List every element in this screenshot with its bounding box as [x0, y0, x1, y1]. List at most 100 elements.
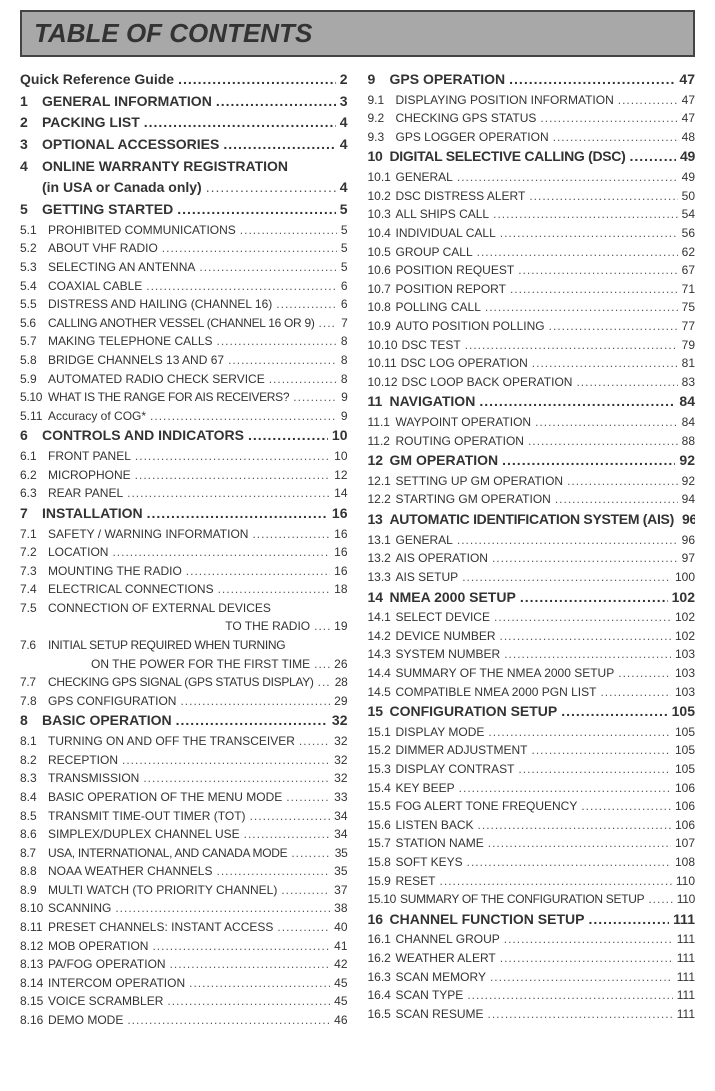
toc-label: GPS OPERATION [390, 69, 510, 91]
toc-page-number: 38 [330, 899, 347, 918]
toc-leader-dots [588, 909, 669, 931]
toc-label: CONTROLS AND INDICATORS [42, 425, 248, 447]
toc-number: 5.10 [20, 388, 48, 407]
toc-number: 7.4 [20, 580, 48, 599]
toc-sub-row: 8.7 USA, INTERNATIONAL, AND CANADA MODE … [20, 844, 348, 863]
toc-label: GPS LOGGER OPERATION [396, 128, 553, 147]
toc-page-number: 92 [678, 472, 695, 491]
toc-number: 14.2 [368, 627, 396, 646]
toc-section-row: 10 DIGITAL SELECTIVE CALLING (DSC) 49 [368, 146, 696, 168]
toc-label-cont: ON THE POWER FOR THE FIRST TIME [91, 655, 314, 674]
toc-leader-dots [553, 128, 678, 147]
toc-page-number: 102 [671, 627, 695, 646]
toc-section-row: 5 GETTING STARTED 5 [20, 199, 348, 221]
toc-number: 8.5 [20, 807, 48, 826]
toc-page-number: 84 [675, 391, 695, 413]
toc-sub-row: 7.2 LOCATION 16 [20, 543, 348, 562]
toc-number: 16.1 [368, 930, 396, 949]
toc-page-number: 111 [673, 949, 695, 968]
toc-number: 8.16 [20, 1011, 48, 1030]
toc-page-number: 106 [671, 797, 695, 816]
toc-number: 15.4 [368, 779, 396, 798]
toc-sub-row: 14.4 SUMMARY OF THE NMEA 2000 SETUP 103 [368, 664, 696, 683]
toc-leader-dots [216, 862, 330, 881]
toc-sub-row: 16.2 WEATHER ALERT 111 [368, 949, 696, 968]
toc-number: 16.4 [368, 986, 396, 1005]
toc-label: INITIAL SETUP REQUIRED WHEN TURNING [48, 636, 289, 655]
toc-label: SUMMARY OF THE NMEA 2000 SETUP [396, 664, 619, 683]
toc-number: 14.3 [368, 645, 396, 664]
toc-leader-dots [535, 413, 678, 432]
toc-sub-row: 7.7 CHECKING GPS SIGNAL (GPS STATUS DISP… [20, 673, 348, 692]
toc-number: 10.7 [368, 280, 396, 299]
toc-label: DIMMER ADJUSTMENT [396, 741, 532, 760]
toc-label: MULTI WATCH (TO PRIORITY CHANNEL) [48, 881, 281, 900]
toc-title: TABLE OF CONTENTS [34, 18, 681, 49]
toc-number: 7.1 [20, 525, 48, 544]
toc-sub-row: 15.2 DIMMER ADJUSTMENT 105 [368, 741, 696, 760]
toc-leader-dots [180, 692, 330, 711]
toc-section-row: 16 CHANNEL FUNCTION SETUP 111 [368, 909, 696, 931]
toc-number: 5 [20, 199, 42, 221]
toc-label: TRANSMISSION [48, 769, 143, 788]
toc-sub-row: 12.2 STARTING GM OPERATION 94 [368, 490, 696, 509]
toc-number: 12.2 [368, 490, 396, 509]
toc-leader-dots [504, 930, 673, 949]
toc-page-number: 103 [671, 664, 695, 683]
toc-number: 10.1 [368, 168, 396, 187]
toc-leader-dots [488, 723, 671, 742]
toc-page-number: 29 [330, 692, 347, 711]
toc-sub-row: 5.4 COAXIAL CABLE 6 [20, 277, 348, 296]
toc-number: 5.5 [20, 295, 48, 314]
toc-page-number: 94 [678, 490, 695, 509]
toc-leader-dots [648, 890, 672, 909]
toc-page-number: 9 [337, 388, 347, 407]
toc-number: 11 [368, 391, 390, 413]
toc-page-number: 6 [337, 277, 348, 296]
toc-number: 9 [368, 69, 390, 91]
toc-page-number: 111 [673, 1005, 695, 1024]
toc-continuation-row: (in USA or Canada only) 4 [20, 177, 348, 199]
toc-label: PA/FOG OPERATION [48, 955, 170, 974]
toc-label: AIS SETUP [396, 568, 463, 587]
toc-number: 14.4 [368, 664, 396, 683]
toc-page-number: 40 [330, 918, 347, 937]
toc-leader-dots [561, 701, 667, 723]
toc-section-row: 13 AUTOMATIC IDENTIFICATION SYSTEM (AIS)… [368, 509, 696, 531]
toc-page-number: 103 [671, 645, 695, 664]
toc-number: 15.3 [368, 760, 396, 779]
toc-leader-dots [581, 797, 671, 816]
toc-number: 10.12 [368, 373, 402, 392]
toc-label: GENERAL INFORMATION [42, 91, 216, 113]
toc-label: CONFIGURATION SETUP [390, 701, 562, 723]
toc-page-number: 32 [330, 769, 347, 788]
toc-number: 8.11 [20, 918, 48, 937]
toc-leader-dots [177, 199, 336, 221]
toc-sub-row: 8.4 BASIC OPERATION OF THE MENU MODE 33 [20, 788, 348, 807]
toc-label: STARTING GM OPERATION [396, 490, 555, 509]
toc-page-number: 102 [671, 608, 695, 627]
toc-right-column: 9 GPS OPERATION 47 9.1 DISPLAYING POSITI… [368, 69, 696, 1030]
toc-sub-row: 14.5 COMPATIBLE NMEA 2000 PGN LIST 103 [368, 683, 696, 702]
toc-page-number: 100 [671, 568, 695, 587]
toc-sub-row: 10.7 POSITION REPORT 71 [368, 280, 696, 299]
toc-leader-dots [277, 918, 330, 937]
toc-sub-row: 8.14 INTERCOM OPERATION 45 [20, 974, 348, 993]
toc-number: 8.2 [20, 751, 48, 770]
toc-label: ONLINE WARRANTY REGISTRATION [42, 156, 292, 178]
toc-number: 15.6 [368, 816, 396, 835]
toc-label: DEMO MODE [48, 1011, 127, 1030]
toc-sub-row: 10.3 ALL SHIPS CALL 54 [368, 205, 696, 224]
toc-label: DISTRESS AND HAILING (CHANNEL 16) [48, 295, 276, 314]
toc-leader-dots [286, 788, 330, 807]
toc-label: RESET [396, 872, 440, 891]
toc-number: 14 [368, 587, 390, 609]
toc-leader-dots [555, 490, 678, 509]
toc-sub-row: 9.3 GPS LOGGER OPERATION 48 [368, 128, 696, 147]
toc-sub-row: 8.9 MULTI WATCH (TO PRIORITY CHANNEL) 37 [20, 881, 348, 900]
toc-label: Quick Reference Guide [20, 69, 178, 91]
toc-sub-row: 10.10 DSC TEST 79 [368, 336, 696, 355]
toc-sub-row: 8.1 TURNING ON AND OFF THE TRANSCEIVER 3… [20, 732, 348, 751]
toc-label-cont: TO THE RADIO [225, 617, 314, 636]
toc-page-number: 81 [678, 354, 695, 373]
